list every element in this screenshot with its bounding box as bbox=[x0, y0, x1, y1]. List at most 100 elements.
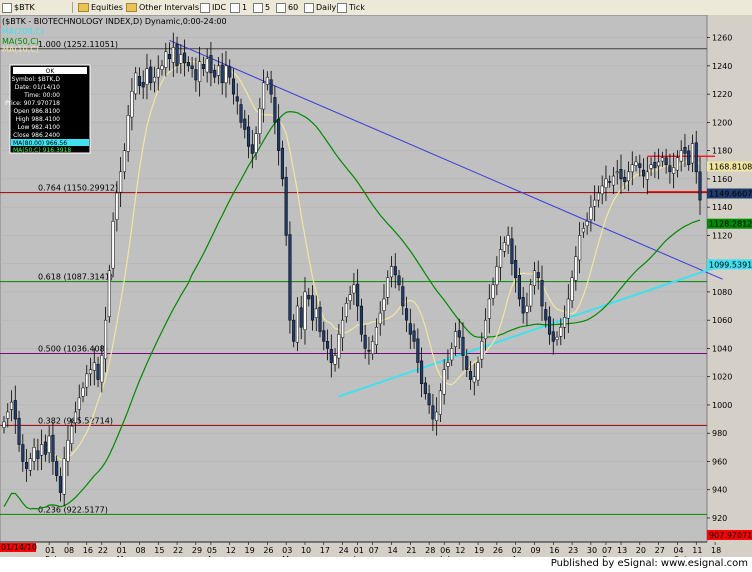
candle-body bbox=[630, 164, 634, 173]
ok-bar[interactable] bbox=[13, 67, 87, 74]
candle-body bbox=[664, 157, 668, 166]
candle-body bbox=[92, 362, 96, 371]
candle-body bbox=[126, 115, 130, 152]
data-window: OK Symbol: $BTK,D Date: 01/14/10 Time: 0… bbox=[5, 64, 91, 154]
candle-body bbox=[566, 298, 570, 319]
candle-body bbox=[371, 341, 375, 355]
candle-body bbox=[70, 425, 74, 444]
candle-body bbox=[675, 157, 679, 171]
candle-body bbox=[427, 393, 431, 406]
y-tick-label: 1240 bbox=[712, 62, 732, 71]
candle-body bbox=[179, 54, 183, 64]
candle-body bbox=[389, 266, 394, 278]
candle-body bbox=[107, 270, 111, 318]
candle-body bbox=[593, 199, 597, 207]
candle-body bbox=[570, 277, 574, 301]
ma10-legend: MA(10,C) bbox=[2, 45, 39, 54]
ma10-line bbox=[41, 60, 701, 461]
y-tick-label: 1060 bbox=[712, 316, 732, 325]
month-label: Feb bbox=[45, 555, 59, 557]
candle-body bbox=[687, 150, 691, 166]
symbol-field[interactable]: $BTK bbox=[2, 2, 35, 13]
equities-button[interactable]: Equities bbox=[78, 2, 123, 13]
interval-60-button[interactable]: 60 bbox=[276, 2, 298, 13]
x-tick-label: 07 bbox=[602, 546, 612, 555]
candle-body bbox=[231, 78, 236, 95]
price-flag-label: 1149.6607 bbox=[709, 190, 752, 199]
candle-body bbox=[318, 306, 322, 332]
moving-averages bbox=[3, 60, 701, 510]
y-tick-label: 1260 bbox=[712, 34, 732, 43]
candle-body bbox=[322, 330, 326, 342]
candle-body bbox=[205, 58, 209, 73]
candle-body bbox=[310, 295, 315, 321]
candle-body bbox=[359, 305, 363, 335]
candle-body bbox=[258, 107, 262, 134]
fib-levels: 1.000 (1252.11051) 0.764 (1150.29912) 0.61… bbox=[0, 40, 707, 515]
candle-body bbox=[660, 157, 664, 162]
candle-body bbox=[17, 417, 21, 445]
candle-body bbox=[611, 175, 616, 186]
y-tick-label: 960 bbox=[712, 457, 727, 466]
candle-body bbox=[288, 234, 292, 321]
candle-body bbox=[626, 171, 631, 182]
candle-body bbox=[356, 283, 360, 307]
candle-body bbox=[521, 297, 525, 314]
candle-body bbox=[499, 249, 503, 268]
uptrend-line bbox=[338, 264, 723, 398]
checkbox-icon bbox=[200, 2, 210, 13]
candle-body bbox=[672, 167, 676, 174]
candle-body bbox=[130, 91, 134, 118]
x-tick-label: 04 bbox=[673, 546, 683, 555]
downtrend-line bbox=[169, 39, 723, 280]
candle-body bbox=[66, 440, 70, 462]
candle-body bbox=[619, 169, 623, 180]
x-tick-label: 08 bbox=[64, 546, 74, 555]
candle-body bbox=[58, 476, 62, 493]
candle-body bbox=[382, 298, 386, 311]
checkbox-icon bbox=[230, 2, 240, 13]
chart-title: ($BTK - BIOTECHNOLOGY INDEX,D) Dynamic,0… bbox=[2, 17, 227, 26]
idc-button[interactable]: IDC bbox=[200, 2, 226, 13]
candle-body bbox=[468, 371, 473, 380]
x-tick-label: 08 bbox=[135, 546, 145, 555]
interval-1-button[interactable]: 1 bbox=[230, 2, 247, 13]
fib-label: 1.000 (1252.11051) bbox=[38, 40, 118, 49]
footer: Published by eSignal: www.esignal.com bbox=[0, 557, 752, 572]
candle-body bbox=[638, 163, 642, 168]
other-intervals-button[interactable]: Other Intervals bbox=[126, 2, 199, 13]
price-flag bbox=[707, 259, 752, 270]
interval-5-button[interactable]: 5 bbox=[253, 2, 270, 13]
candle-body bbox=[6, 411, 10, 419]
candle-body bbox=[657, 161, 661, 167]
candle-body bbox=[269, 79, 273, 95]
info-price: Price: 907.970718 bbox=[5, 100, 60, 107]
candle-body bbox=[220, 64, 224, 84]
price-flag-label: 1128.28123 bbox=[709, 220, 752, 229]
month-label: Sep bbox=[602, 555, 617, 557]
x-tick-label: 07 bbox=[369, 546, 379, 555]
candle-body bbox=[307, 295, 311, 300]
candle-body bbox=[623, 176, 627, 182]
candle-body bbox=[378, 312, 382, 325]
price-chart[interactable]: 1.000 (1252.11051) 0.764 (1150.29912) 0.61… bbox=[0, 15, 752, 557]
tick-button[interactable]: Tick bbox=[337, 2, 365, 13]
candle-body bbox=[435, 411, 439, 422]
checkbox-icon bbox=[253, 2, 263, 13]
candle-body bbox=[175, 43, 179, 67]
x-tick-label: 09 bbox=[530, 546, 540, 555]
daily-button[interactable]: Daily bbox=[304, 2, 336, 13]
candle-body bbox=[544, 309, 548, 321]
candle-body bbox=[2, 421, 6, 428]
month-label: Mar bbox=[117, 555, 133, 557]
candle-body bbox=[156, 68, 160, 78]
footer-text: Published by eSignal: www.esignal.com bbox=[550, 558, 748, 569]
x-tick-label: 16 bbox=[549, 546, 559, 555]
candle-body bbox=[228, 66, 232, 78]
price-flag bbox=[707, 218, 752, 229]
x-tick-label: 12 bbox=[455, 546, 465, 555]
candle-body bbox=[484, 319, 488, 340]
candle-body bbox=[13, 400, 17, 420]
